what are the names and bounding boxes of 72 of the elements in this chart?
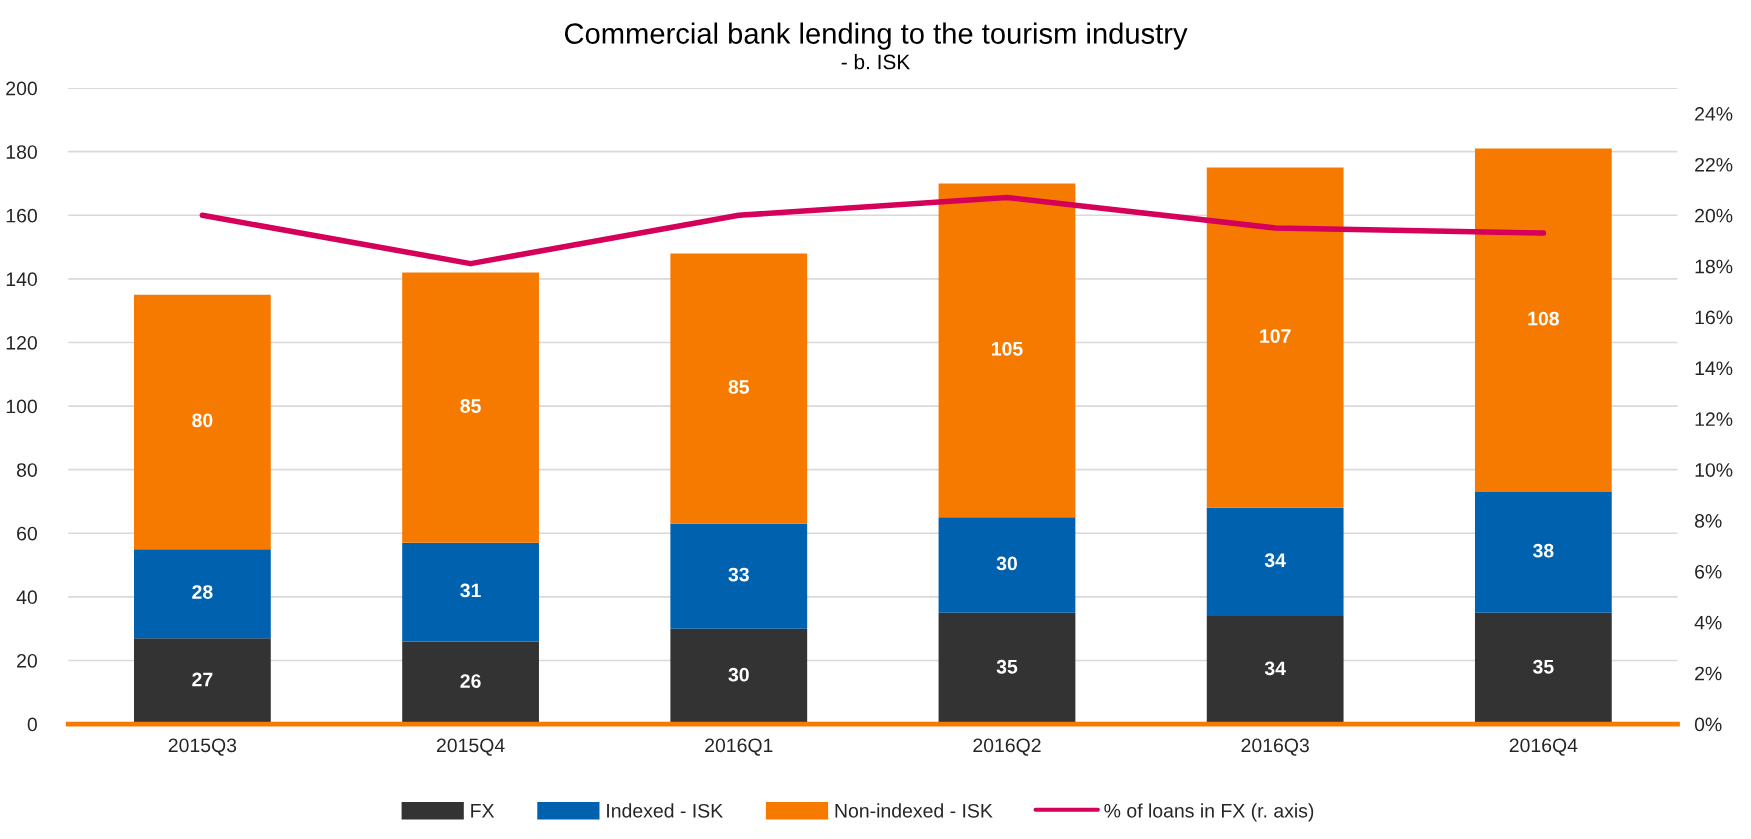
data-label: 35 <box>996 659 1018 674</box>
data-label: 34 <box>1264 661 1286 676</box>
bar <box>1206 615 1344 725</box>
bar <box>134 638 271 725</box>
y2-tick-label: 12% <box>1695 412 1733 426</box>
y-tick-label: 100 <box>6 399 37 414</box>
chart-title: Commercial bank lending to the tourism industry <box>564 22 1188 50</box>
data-label: 26 <box>460 674 481 688</box>
bar <box>134 549 271 639</box>
y-tick-label: 0 <box>27 717 37 732</box>
x-tick-label: 2016Q4 <box>1509 738 1578 756</box>
y2-tick-label: 2% <box>1695 666 1722 681</box>
data-label: 80 <box>192 413 213 428</box>
bar <box>938 183 1076 518</box>
y2-tick-label: 24% <box>1695 107 1733 121</box>
data-label: 107 <box>1260 329 1291 343</box>
legend-label: Non-indexed - ISK <box>835 803 993 818</box>
y-tick-label: 20 <box>17 653 37 668</box>
y-tick-label: 40 <box>16 590 37 605</box>
data-label: 38 <box>1532 543 1554 558</box>
data-label: 28 <box>192 585 213 599</box>
data-label: 85 <box>460 399 481 413</box>
y2-tick-label: 8% <box>1694 514 1722 528</box>
x-tick-label: 2016Q1 <box>705 738 773 756</box>
bar <box>1474 612 1612 725</box>
y2-tick-label: 14% <box>1695 361 1733 376</box>
bar <box>1206 167 1344 508</box>
bar <box>670 628 808 725</box>
y-tick-label: 140 <box>6 272 37 287</box>
bar <box>1474 491 1612 613</box>
y-tick-label: 60 <box>17 526 37 541</box>
y2-tick-label: 0% <box>1694 717 1722 732</box>
y2-tick-label: 16% <box>1695 310 1733 325</box>
chart-subtitle: - b. ISK <box>841 54 910 70</box>
y2-tick-label: 22% <box>1695 157 1733 172</box>
y-tick-label: 200 <box>6 81 37 96</box>
bar <box>938 517 1076 613</box>
bar <box>670 253 808 524</box>
bar <box>402 272 539 543</box>
y2-tick-label: 18% <box>1695 259 1733 274</box>
data-label: 31 <box>460 583 481 598</box>
x-tick-label: 2016Q2 <box>973 738 1041 756</box>
bar <box>670 523 808 629</box>
data-label: 30 <box>728 667 749 682</box>
y-tick-label: 180 <box>6 145 37 159</box>
data-label: 30 <box>996 556 1017 571</box>
y2-tick-label: 4% <box>1694 615 1722 630</box>
x-tick-label: 2016Q3 <box>1241 738 1309 756</box>
data-label: 85 <box>728 380 750 394</box>
legend-label: % of loans in FX (r. axis) <box>1104 803 1314 822</box>
y-tick-label: 160 <box>6 208 37 223</box>
y-tick-label: 120 <box>6 335 37 350</box>
bar <box>402 542 539 642</box>
y2-tick-label: 20% <box>1695 208 1733 223</box>
bar <box>1206 507 1344 616</box>
legend-label: FX <box>471 804 495 818</box>
bar <box>1474 148 1612 492</box>
x-tick-label: 2015Q3 <box>168 738 237 756</box>
y2-tick-label: 10% <box>1695 463 1733 477</box>
bar <box>402 641 539 725</box>
y-tick-label: 80 <box>16 463 37 477</box>
data-label: 35 <box>1532 659 1554 674</box>
y2-tick-label: 6% <box>1695 564 1722 579</box>
x-tick-label: 2015Q4 <box>436 738 505 756</box>
data-label: 33 <box>728 567 749 582</box>
bar <box>938 612 1076 725</box>
legend-label: Indexed - ISK <box>607 803 723 818</box>
data-label: 105 <box>991 341 1023 356</box>
data-label: 34 <box>1264 553 1286 568</box>
bar <box>134 294 271 550</box>
data-label: 108 <box>1528 311 1559 326</box>
data-label: 27 <box>192 672 213 687</box>
